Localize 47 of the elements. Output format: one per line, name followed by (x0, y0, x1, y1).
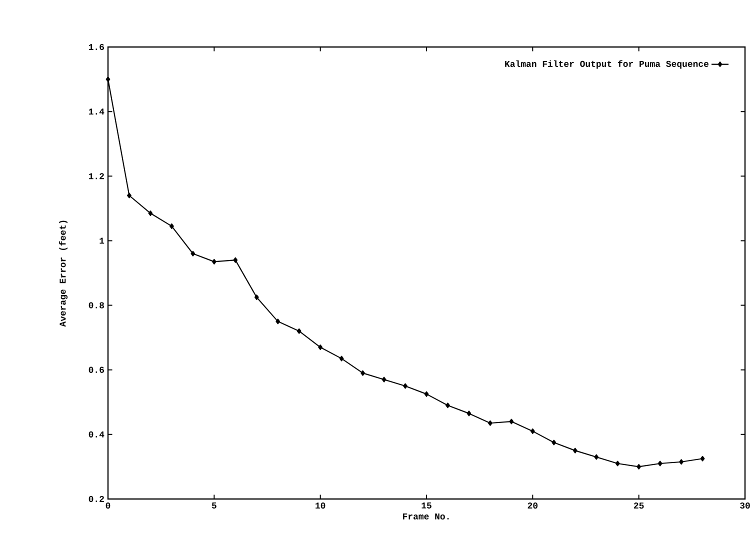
point (446, 402, 450, 408)
y-tick-label: 1.4 (88, 108, 104, 115)
point (360, 370, 365, 376)
point (636, 464, 642, 470)
point (148, 210, 153, 216)
point (254, 294, 259, 300)
point (509, 418, 514, 424)
legend-label: Kalman Filter Output for Puma Sequence (505, 60, 708, 69)
y-tick-label: 0.6 (88, 366, 104, 373)
point (572, 448, 578, 454)
point (466, 410, 472, 416)
point (615, 460, 620, 466)
point (296, 328, 302, 334)
point (318, 344, 323, 350)
y-tick-label: 1.6 (88, 44, 104, 50)
x-tick-label: 25 (634, 502, 644, 509)
x-tick-label: 20 (528, 502, 538, 509)
point (233, 257, 238, 263)
point (658, 460, 662, 466)
x-tick-label: 30 (740, 502, 750, 509)
point (424, 391, 429, 397)
point (106, 76, 110, 82)
y-tick-label: 0.8 (88, 302, 104, 308)
x-tick-label: 5 (212, 502, 216, 509)
point (382, 376, 386, 382)
x-axis-title: Frame No. (403, 513, 449, 520)
x-tick-label: 15 (422, 502, 432, 509)
point (170, 223, 174, 229)
point (276, 318, 280, 324)
y-tick-label: 0.2 (88, 496, 104, 502)
x-tick-label: 10 (316, 502, 326, 509)
point (679, 459, 684, 465)
point (488, 420, 492, 426)
point (594, 454, 599, 460)
point (190, 250, 196, 256)
y-tick-label: 1 (100, 238, 104, 244)
point (552, 440, 556, 446)
point (339, 356, 344, 362)
point (700, 456, 705, 462)
point (212, 258, 216, 264)
y-axis-title: Average Error (feet) (59, 220, 68, 327)
point (127, 192, 132, 198)
y-tick-label: 1.2 (88, 173, 104, 180)
x-tick-label: 0 (106, 502, 110, 509)
y-tick-label: 0.4 (88, 431, 104, 438)
point (403, 383, 408, 389)
point (530, 428, 535, 434)
